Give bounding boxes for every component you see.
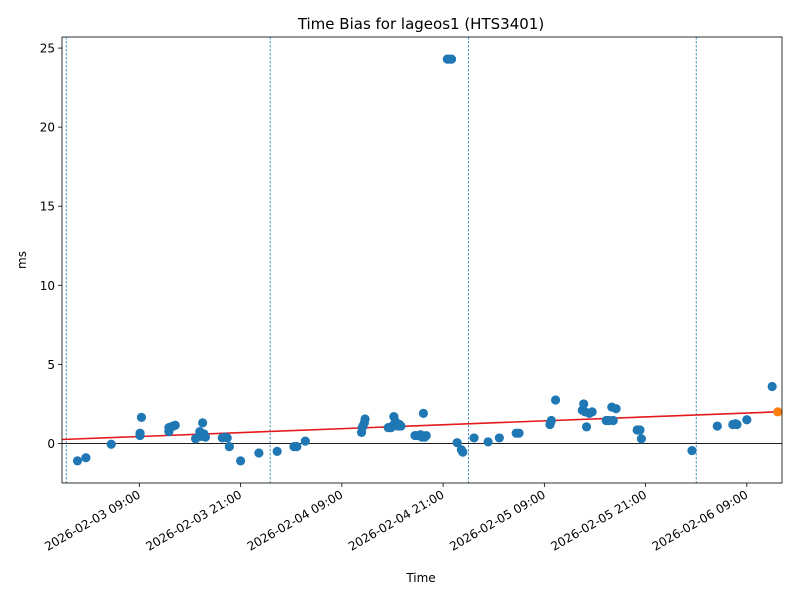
- plot-area: 0 5 10 15 20 25 2026-02-03 09:00 2026-02-03 21:…: [40, 36, 783, 554]
- data-point: [136, 412, 147, 422]
- data-point: [483, 437, 493, 447]
- y-tick-label: 5: [47, 358, 55, 372]
- data-point: [514, 428, 524, 438]
- data-point: [550, 395, 561, 405]
- x-tick-label: 2026-02-03 09:00: [42, 487, 143, 553]
- data-point: [458, 447, 468, 457]
- data-point: [224, 442, 234, 452]
- y-tick-label: 15: [40, 200, 55, 214]
- y-tick-label: 10: [40, 279, 55, 293]
- x-tick-label: 2026-02-04 21:00: [346, 487, 447, 553]
- data-point: [200, 432, 211, 442]
- data-point: [732, 419, 742, 430]
- data-point: [587, 407, 597, 417]
- data-point: [300, 436, 310, 446]
- y-tick-label: 0: [47, 437, 55, 451]
- data-point: [579, 399, 589, 409]
- chart-title: Time Bias for lageos1 (HTS3401): [297, 15, 544, 33]
- data-point: [421, 430, 431, 441]
- data-point: [742, 415, 752, 425]
- data-point: [272, 446, 282, 456]
- data-point: [494, 433, 504, 443]
- plot-frame: [61, 36, 783, 484]
- data-point: [767, 381, 777, 392]
- data-point: [636, 434, 646, 444]
- x-axis-label: Time: [405, 571, 435, 585]
- x-tick-label: 2026-02-05 21:00: [548, 487, 649, 553]
- y-tick-label: 20: [40, 121, 55, 135]
- data-point: [360, 414, 370, 424]
- data-point: [198, 418, 208, 428]
- x-tick-label: 2026-02-04 09:00: [245, 487, 346, 553]
- data-point: [611, 404, 621, 414]
- data-point: [712, 421, 722, 431]
- data-point: [396, 421, 406, 431]
- data-point: [608, 415, 618, 426]
- data-point: [452, 438, 462, 448]
- data-point: [81, 453, 91, 463]
- data-point: [170, 420, 180, 430]
- data-point: [135, 430, 145, 441]
- latest-data-point: [773, 407, 783, 417]
- data-point: [222, 433, 232, 443]
- x-tick-label: 2026-02-05 09:00: [447, 487, 548, 553]
- data-point: [546, 415, 556, 426]
- data-point: [106, 439, 116, 449]
- y-axis-label: ms: [15, 251, 29, 269]
- x-tick-label: 2026-02-06 09:00: [650, 487, 751, 553]
- data-point: [469, 433, 479, 443]
- data-point: [72, 456, 83, 466]
- data-point: [254, 448, 264, 458]
- data-point: [418, 408, 429, 419]
- data-point: [635, 425, 645, 435]
- data-point: [235, 456, 246, 466]
- data-point: [581, 422, 592, 432]
- data-point: [687, 445, 697, 456]
- data-point: [446, 54, 457, 64]
- data-point: [292, 442, 302, 452]
- trend-line: [61, 411, 778, 441]
- x-tick-label: 2026-02-03 21:00: [143, 487, 244, 553]
- y-tick-label: 25: [40, 42, 55, 56]
